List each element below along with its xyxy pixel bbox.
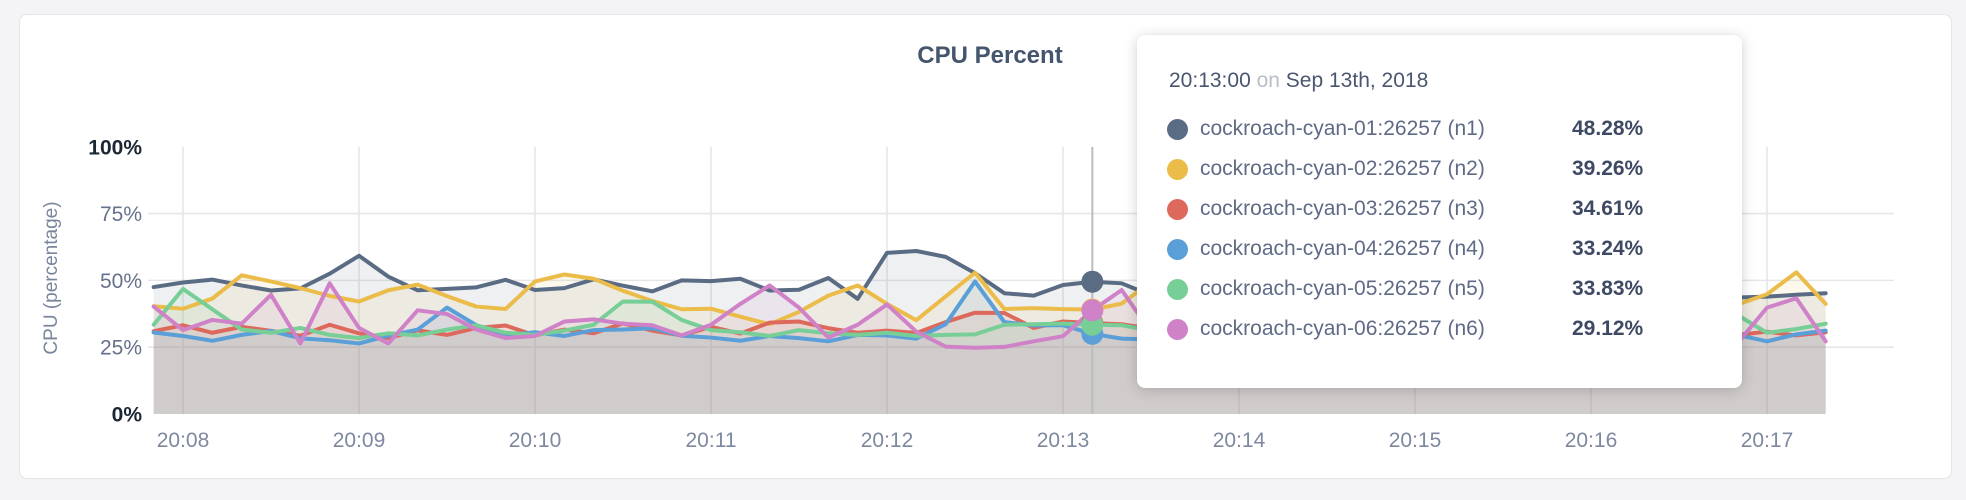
tooltip-series-name: cockroach-cyan-06:26257 (n6) <box>1200 317 1485 340</box>
series-color-dot-icon <box>1167 198 1188 220</box>
x-tick-label: 20:11 <box>686 429 737 452</box>
series-color-dot-icon <box>1167 238 1188 260</box>
tooltip-row: cockroach-cyan-03:26257 (n3) 34.61% <box>1167 189 1712 229</box>
tooltip-row: cockroach-cyan-05:26257 (n5) 33.83% <box>1167 269 1712 309</box>
tooltip-time: 20:13:00 <box>1169 69 1251 92</box>
tooltip-rows: cockroach-cyan-01:26257 (n1) 48.28% cockro… <box>1167 109 1712 349</box>
series-color-dot-icon <box>1167 318 1188 340</box>
tooltip-series-name: cockroach-cyan-04:26257 (n4) <box>1200 237 1485 260</box>
tooltip-series-value: 33.83% <box>1572 277 1644 300</box>
tooltip-row: cockroach-cyan-06:26257 (n6) 29.12% <box>1167 309 1712 349</box>
hover-tooltip: 20:13:00 on Sep 13th, 2018 cockroach-cya… <box>1137 35 1742 388</box>
x-tick-label: 20:10 <box>509 429 562 452</box>
y-tick-label: 25% <box>100 337 142 360</box>
series-color-dot-icon <box>1167 118 1188 140</box>
tooltip-series-name: cockroach-cyan-02:26257 (n2) <box>1200 157 1485 180</box>
y-tick-label: 100% <box>88 136 142 159</box>
tooltip-header: 20:13:00 on Sep 13th, 2018 <box>1169 69 1712 93</box>
x-tick-label: 20:16 <box>1565 429 1618 452</box>
y-tick-label: 50% <box>100 270 142 293</box>
tooltip-series-value: 34.61% <box>1572 197 1644 220</box>
x-tick-label: 20:13 <box>1037 429 1090 452</box>
tooltip-series-value: 29.12% <box>1572 317 1644 340</box>
tooltip-series-value: 48.28% <box>1572 117 1644 140</box>
y-tick-label: 0% <box>112 404 143 427</box>
tooltip-row: cockroach-cyan-01:26257 (n1) 48.28% <box>1167 109 1712 149</box>
tooltip-row: cockroach-cyan-04:26257 (n4) 33.24% <box>1167 229 1712 269</box>
x-tick-label: 20:09 <box>333 429 386 452</box>
x-tick-label: 20:15 <box>1389 429 1442 452</box>
hover-dot-n6 <box>1081 299 1104 322</box>
tooltip-date: Sep 13th, 2018 <box>1285 69 1429 92</box>
tooltip-series-name: cockroach-cyan-01:26257 (n1) <box>1200 117 1485 140</box>
x-tick-label: 20:17 <box>1741 429 1794 452</box>
tooltip-row: cockroach-cyan-02:26257 (n2) 39.26% <box>1167 149 1712 189</box>
tooltip-series-value: 33.24% <box>1572 237 1644 260</box>
tooltip-series-name: cockroach-cyan-03:26257 (n3) <box>1200 197 1485 220</box>
y-tick-label: 75% <box>100 203 142 226</box>
hover-dot-n1 <box>1081 270 1104 293</box>
y-axis-label: CPU (percentage) <box>41 201 62 354</box>
tooltip-series-value: 39.26% <box>1572 157 1644 180</box>
chart-title: CPU Percent <box>917 42 1062 69</box>
tooltip-series-name: cockroach-cyan-05:26257 (n5) <box>1200 277 1485 300</box>
x-tick-label: 20:08 <box>157 429 210 452</box>
tooltip-on-word: on <box>1256 69 1280 92</box>
x-tick-label: 20:12 <box>861 429 914 452</box>
series-color-dot-icon <box>1167 278 1188 300</box>
x-tick-label: 20:14 <box>1213 429 1266 452</box>
series-color-dot-icon <box>1167 158 1188 180</box>
